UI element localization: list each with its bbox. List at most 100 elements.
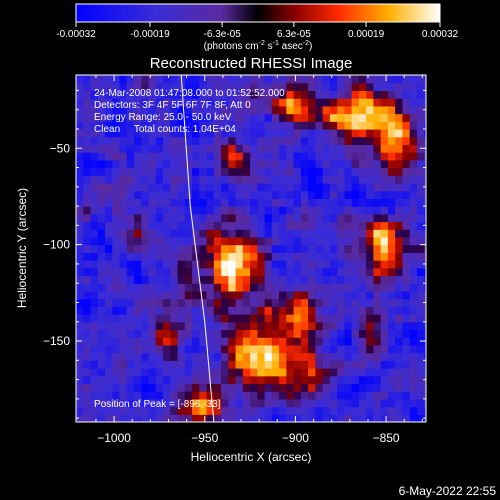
heatmap-cell xyxy=(351,352,360,361)
heatmap-cell xyxy=(344,206,353,215)
heatmap-cell xyxy=(235,275,244,284)
heatmap-cell xyxy=(308,306,316,315)
heatmap-cell xyxy=(387,175,396,184)
heatmap-cell xyxy=(177,121,186,130)
heatmap-cell xyxy=(112,383,121,392)
heatmap-cell xyxy=(308,290,316,300)
heatmap-cell xyxy=(358,398,367,408)
heatmap-cell xyxy=(83,398,92,408)
heatmap-cell xyxy=(163,360,171,369)
heatmap-cell xyxy=(424,206,426,215)
heatmap-cell xyxy=(315,190,324,199)
heatmap-cell xyxy=(351,368,360,377)
heatmap-cell xyxy=(366,368,375,377)
heatmap-cell xyxy=(387,252,396,261)
heatmap-cell xyxy=(264,152,273,161)
heatmap-cell xyxy=(395,105,404,115)
heatmap-cell xyxy=(242,260,251,269)
heatmap-cell xyxy=(206,406,215,415)
heatmap-cell xyxy=(416,414,425,422)
heatmap-cell xyxy=(177,290,186,300)
heatmap-cell xyxy=(192,75,200,84)
heatmap-cell xyxy=(126,290,135,300)
heatmap-cell xyxy=(286,206,295,215)
heatmap-cell xyxy=(387,152,396,161)
heatmap-cell xyxy=(97,275,106,284)
heatmap-cell xyxy=(358,360,367,369)
heatmap-cell xyxy=(105,121,113,130)
heatmap-cell xyxy=(271,283,280,292)
heatmap-cell xyxy=(105,128,113,138)
heatmap-cell xyxy=(337,244,345,253)
heatmap-cell xyxy=(112,252,121,261)
heatmap-cell xyxy=(126,244,135,253)
heatmap-cell xyxy=(97,144,106,153)
heatmap-cell xyxy=(90,414,99,422)
heatmap-cell xyxy=(184,136,193,145)
heatmap-cell xyxy=(271,182,280,192)
heatmap-cell xyxy=(213,398,222,408)
heatmap-cell xyxy=(337,252,345,261)
heatmap-cell xyxy=(76,252,84,261)
heatmap-cell xyxy=(221,82,229,92)
heatmap-cell xyxy=(228,75,237,84)
heatmap-cell xyxy=(192,221,200,230)
heatmap-cell xyxy=(184,244,193,253)
heatmap-cell xyxy=(373,229,382,238)
heatmap-cell xyxy=(373,352,382,361)
heatmap-cell xyxy=(250,252,258,261)
heatmap-cell xyxy=(97,414,106,422)
heatmap-cell xyxy=(221,290,229,300)
heatmap-cell xyxy=(155,229,164,238)
heatmap-cell xyxy=(308,98,316,107)
heatmap-cell xyxy=(373,368,382,377)
heatmap-cell xyxy=(90,306,99,315)
heatmap-cell xyxy=(126,344,135,354)
heatmap-cell xyxy=(112,283,121,292)
heatmap-cell xyxy=(242,182,251,192)
heatmap-cell xyxy=(257,398,266,408)
heatmap-cell xyxy=(250,298,258,307)
heatmap-cell xyxy=(76,113,84,122)
heatmap-cell xyxy=(322,144,331,153)
heatmap-cell xyxy=(163,368,171,377)
heatmap-cell xyxy=(105,152,113,161)
heatmap-cell xyxy=(141,283,150,292)
heatmap-cell xyxy=(322,298,331,307)
heatmap-cell xyxy=(358,391,367,400)
heatmap-cell xyxy=(395,252,404,261)
heatmap-cell xyxy=(424,98,426,107)
heatmap-cell xyxy=(300,175,309,184)
heatmap-cell xyxy=(112,337,121,346)
heatmap-cell xyxy=(286,236,295,246)
heatmap-cell xyxy=(141,136,150,145)
heatmap-cell xyxy=(184,252,193,261)
heatmap-cell xyxy=(221,314,229,323)
heatmap-cell xyxy=(83,90,92,99)
heatmap-cell xyxy=(300,314,309,323)
heatmap-cell xyxy=(286,368,295,377)
heatmap-cell xyxy=(170,159,179,169)
heatmap-cell xyxy=(97,167,106,176)
heatmap-cell xyxy=(264,213,273,223)
heatmap-cell xyxy=(242,105,251,115)
heatmap-cell xyxy=(199,221,208,230)
heatmap-cell xyxy=(344,352,353,361)
heatmap-cell xyxy=(126,167,135,176)
heatmap-cell xyxy=(141,236,150,246)
heatmap-cell xyxy=(228,260,237,269)
heatmap-cell xyxy=(373,290,382,300)
heatmap-cell xyxy=(286,82,295,92)
heatmap-cell xyxy=(242,75,251,84)
heatmap-cell xyxy=(409,252,418,261)
heatmap-cell xyxy=(366,360,375,369)
heatmap-cell xyxy=(380,105,389,115)
heatmap-cell xyxy=(155,159,164,169)
heatmap-cell xyxy=(402,121,411,130)
heatmap-cell xyxy=(387,198,396,207)
heatmap-cell xyxy=(395,229,404,238)
annotation-time: 24-Mar-2008 01:47:08.000 to 01:52:52.000 xyxy=(94,88,285,99)
heatmap-cell xyxy=(206,283,215,292)
heatmap-cell xyxy=(90,167,99,176)
colorbar-units: (photons cm-2 s-1 asec-2) xyxy=(204,40,313,52)
